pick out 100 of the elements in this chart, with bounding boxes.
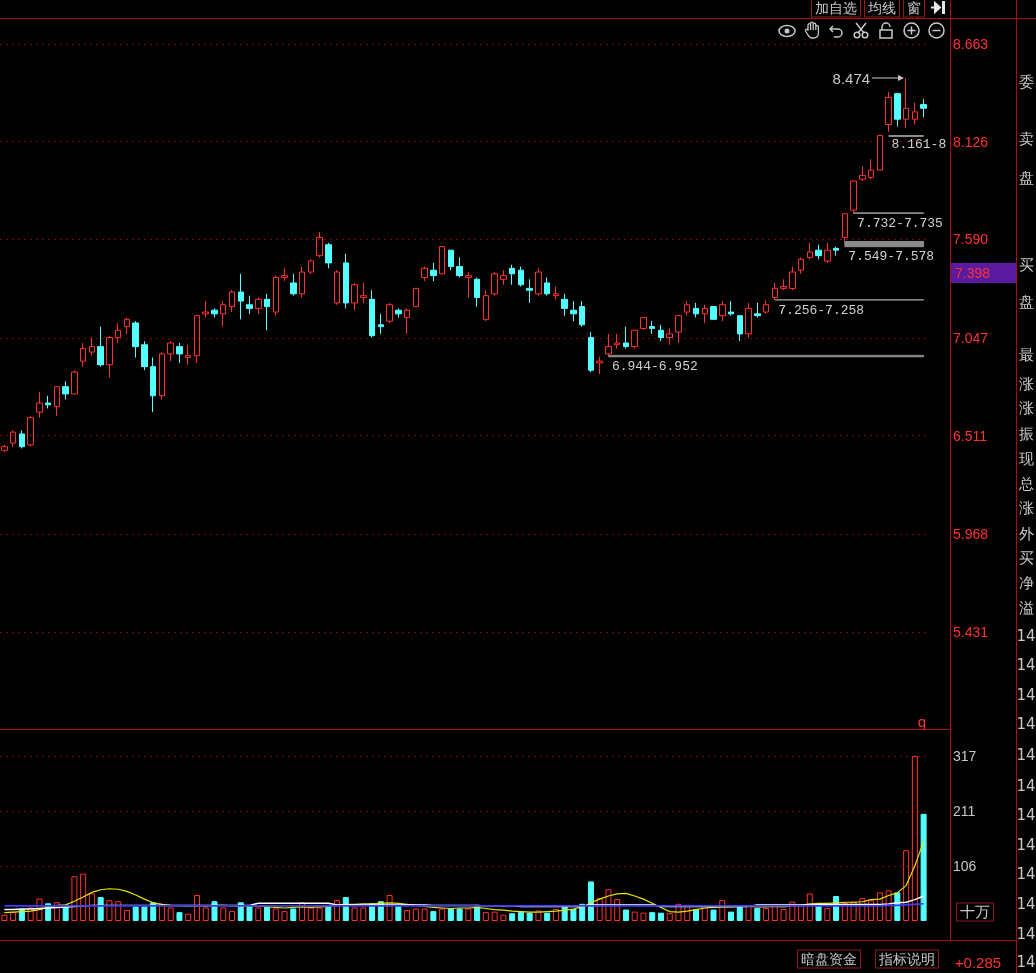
candlestick xyxy=(666,327,673,346)
bar xyxy=(605,889,612,921)
candlestick xyxy=(238,273,244,320)
text: +0.285 xyxy=(954,953,1002,971)
bar xyxy=(736,905,743,921)
text: 总 xyxy=(1018,474,1034,493)
bar xyxy=(412,908,419,921)
bar xyxy=(10,912,17,921)
candlestick xyxy=(868,158,874,180)
bar xyxy=(264,906,271,921)
text: 14 xyxy=(1016,952,1036,971)
bar xyxy=(868,900,875,921)
bar xyxy=(439,908,446,921)
candlestick xyxy=(526,278,533,304)
band-label: 7.732-7.735 xyxy=(857,215,943,231)
candlestick xyxy=(185,344,191,366)
candlestick xyxy=(850,180,857,214)
y-tick-label: 211 xyxy=(953,803,976,820)
candlestick xyxy=(824,242,831,264)
bar xyxy=(570,909,577,921)
candlestick xyxy=(378,313,384,335)
y-tick-label: 5.968 xyxy=(953,526,989,543)
candlestick xyxy=(859,165,866,182)
bar xyxy=(299,902,306,921)
band-label: 7.549-7.578 xyxy=(848,249,935,265)
text: 14 xyxy=(1016,805,1036,824)
bar xyxy=(850,901,857,921)
bar xyxy=(526,912,533,921)
bar xyxy=(745,905,752,921)
candlestick xyxy=(798,256,804,275)
candlestick xyxy=(456,256,463,278)
candlestick xyxy=(693,302,699,318)
candlestick xyxy=(877,134,883,171)
bar xyxy=(500,914,507,921)
bar xyxy=(535,910,542,921)
candlestick xyxy=(369,289,375,339)
candlestick xyxy=(894,93,901,127)
ref-line-label: 8.161-8 xyxy=(891,137,947,153)
candlestick xyxy=(553,286,559,300)
candlestick xyxy=(27,415,34,448)
bar xyxy=(202,907,209,921)
candlestick xyxy=(299,266,305,298)
candlestick xyxy=(903,77,909,129)
text: 盘 xyxy=(1018,292,1034,311)
text: 暗盘资金 xyxy=(797,949,861,969)
bar xyxy=(395,906,402,921)
bar xyxy=(631,911,638,921)
bar xyxy=(290,908,297,921)
y-tick-label: 8.663 xyxy=(953,36,989,53)
candlestick xyxy=(36,391,43,419)
bar xyxy=(255,907,262,921)
bar xyxy=(71,876,78,921)
candlestick xyxy=(518,266,524,288)
candlestick xyxy=(229,289,235,313)
bar xyxy=(763,907,770,921)
candlestick xyxy=(360,282,367,304)
y-tick-label: 106 xyxy=(953,857,977,874)
candlestick xyxy=(815,244,822,260)
bar xyxy=(684,904,691,921)
candlestick xyxy=(351,282,358,311)
candlestick xyxy=(789,266,796,291)
candlestick xyxy=(430,262,437,282)
candlestick xyxy=(290,273,297,297)
candlestick xyxy=(710,306,717,320)
candlestick xyxy=(500,269,507,286)
bar xyxy=(80,873,87,921)
bar xyxy=(552,909,559,921)
bar xyxy=(780,909,787,921)
text: 均线 xyxy=(864,0,900,18)
bar xyxy=(693,909,699,921)
candlestick xyxy=(754,302,761,318)
candlestick xyxy=(675,315,682,344)
bar xyxy=(640,912,647,921)
bar xyxy=(307,907,314,921)
candlestick xyxy=(561,293,568,317)
bar xyxy=(430,911,437,921)
y-tick-label: 7.590 xyxy=(953,231,989,248)
candlestick xyxy=(132,320,139,359)
bar xyxy=(1,914,8,921)
bar xyxy=(719,900,726,921)
bar xyxy=(115,901,122,921)
candlestick xyxy=(491,271,498,297)
candlestick xyxy=(920,98,927,118)
candlestick xyxy=(465,271,472,298)
candlestick xyxy=(702,304,708,324)
y-tick-label: 8.126 xyxy=(953,133,989,150)
text: 卖 xyxy=(1018,129,1034,148)
candlestick xyxy=(885,91,892,133)
text: 14 xyxy=(1016,685,1036,704)
bar xyxy=(246,905,253,921)
candlestick xyxy=(404,307,410,335)
bar xyxy=(404,910,411,921)
candlestick xyxy=(273,275,279,317)
candlestick xyxy=(658,324,664,342)
bar xyxy=(220,907,227,921)
bar xyxy=(36,898,43,921)
bar xyxy=(229,911,235,921)
candlestick xyxy=(10,429,16,448)
text: 14 xyxy=(1016,745,1036,764)
candlestick xyxy=(588,331,594,373)
